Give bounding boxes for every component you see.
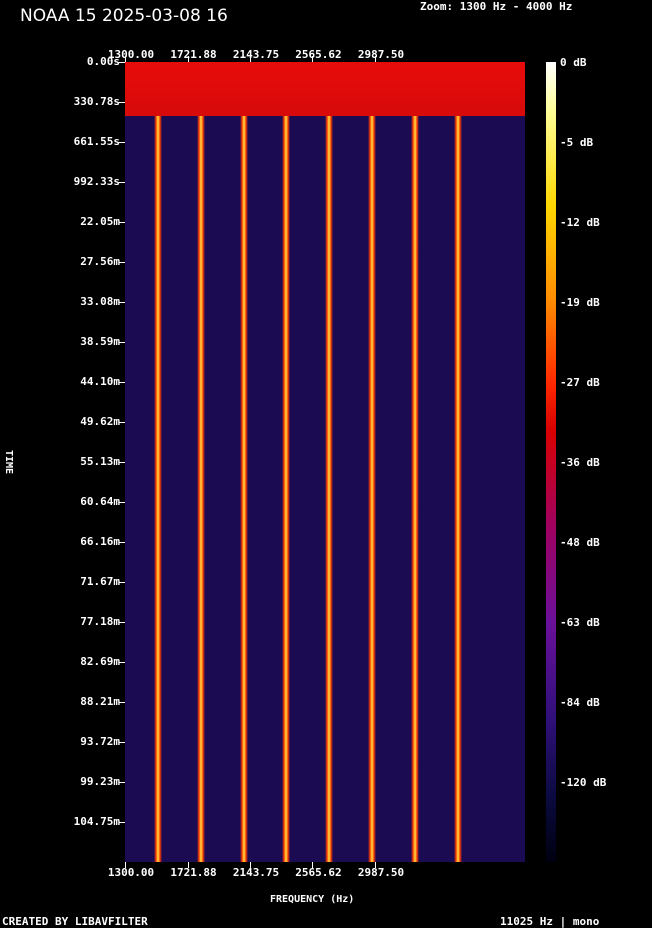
time-tick-label: 992.33s (73, 175, 120, 188)
time-tick-mark (119, 582, 125, 583)
y-axis-label: TIME (3, 450, 14, 490)
color-scale-label: -63 dB (560, 616, 600, 629)
freq-bottom-tick-label: 2987.50 (357, 866, 405, 879)
color-scale-bar (546, 62, 556, 862)
color-scale-label: -19 dB (560, 296, 600, 309)
time-tick-label: 22.05m (80, 215, 120, 228)
time-tick-mark (119, 782, 125, 783)
time-tick-label: 661.55s (73, 135, 120, 148)
time-tick-mark (119, 822, 125, 823)
time-tick-mark (119, 422, 125, 423)
tone-line (325, 116, 334, 862)
time-tick-label: 55.13m (80, 455, 120, 468)
x-axis-label: FREQUENCY (Hz) (270, 894, 355, 905)
freq-bottom-tick-label: 1300.00 (107, 866, 155, 879)
time-tick-mark (119, 182, 125, 183)
footer-credit: CREATED BY LIBAVFILTER (2, 915, 148, 928)
time-tick-mark (119, 702, 125, 703)
freq-bottom-tick-label: 2143.75 (232, 866, 280, 879)
freq-top-tick-label: 2565.62 (295, 48, 342, 61)
window-title: NOAA 15 2025-03-08 16 (20, 6, 228, 26)
time-tick-label: 93.72m (80, 735, 120, 748)
freq-bottom-tick-mark (125, 862, 126, 868)
time-tick-label: 66.16m (80, 535, 120, 548)
time-tick-mark (119, 382, 125, 383)
footer-sample-rate: 11025 Hz | mono (500, 915, 600, 928)
signal-start-band (125, 62, 525, 116)
color-scale-label: -36 dB (560, 456, 600, 469)
time-tick-mark (119, 622, 125, 623)
color-scale-label: -12 dB (560, 216, 600, 229)
freq-bottom-tick-label: 1721.88 (170, 866, 217, 879)
freq-top-tick-mark (375, 56, 376, 62)
freq-top-tick-mark (250, 56, 251, 62)
time-tick-label: 82.69m (80, 655, 120, 668)
color-scale-label: 0 dB (560, 56, 587, 69)
freq-bottom-tick-mark (187, 862, 189, 868)
time-tick-label: 99.23m (80, 775, 120, 788)
time-tick-label: 33.08m (80, 295, 120, 308)
time-tick-label: 38.59m (80, 335, 120, 348)
freq-bottom-tick-mark (375, 862, 376, 868)
freq-top-tick-mark (125, 56, 126, 62)
time-tick-mark (119, 662, 125, 663)
freq-top-tick-label: 1300.00 (107, 48, 155, 61)
time-tick-label: 330.78s (73, 95, 120, 108)
freq-top-tick-mark (312, 56, 314, 62)
freq-top-tick-label: 2143.75 (232, 48, 280, 61)
tone-line (153, 116, 162, 862)
time-tick-mark (119, 222, 125, 223)
freq-top-tick-label: 2987.50 (357, 48, 405, 61)
time-tick-label: 71.67m (80, 575, 120, 588)
time-tick-label: 104.75m (73, 815, 120, 828)
time-tick-mark (119, 302, 125, 303)
zoom-range: Zoom: 1300 Hz - 4000 Hz (420, 0, 573, 13)
time-tick-label: 77.18m (80, 615, 120, 628)
time-tick-label: 0.00s (86, 55, 120, 68)
spectrogram-plot (125, 62, 525, 862)
time-tick-mark (119, 462, 125, 463)
tone-line (454, 116, 463, 862)
tone-line (368, 116, 377, 862)
color-scale-label: -120 dB (560, 776, 607, 789)
y-axis-label-text: TIME (3, 450, 14, 475)
color-scale-label: -5 dB (560, 136, 594, 149)
freq-top-tick-mark (187, 56, 189, 62)
freq-bottom-tick-mark (312, 862, 314, 868)
time-tick-label: 44.10m (80, 375, 120, 388)
time-tick-mark (119, 262, 125, 263)
tone-line (239, 116, 248, 862)
freq-bottom-tick-mark (250, 862, 251, 868)
color-scale-label: -84 dB (560, 696, 600, 709)
freq-bottom-tick-label: 2565.62 (295, 866, 342, 879)
time-tick-label: 60.64m (80, 495, 120, 508)
color-scale-label: -48 dB (560, 536, 600, 549)
tone-line (411, 116, 420, 862)
time-tick-mark (119, 102, 125, 103)
time-tick-mark (119, 342, 125, 343)
time-tick-mark (119, 542, 125, 543)
time-tick-mark (119, 742, 125, 743)
time-tick-mark (119, 502, 125, 503)
time-tick-mark (119, 142, 125, 143)
time-tick-label: 49.62m (80, 415, 120, 428)
color-scale-label: -27 dB (560, 376, 600, 389)
tone-line (196, 116, 205, 862)
time-tick-mark (119, 62, 125, 63)
time-tick-label: 88.21m (80, 695, 120, 708)
time-tick-label: 27.56m (80, 255, 120, 268)
tone-line (282, 116, 291, 862)
freq-top-tick-label: 1721.88 (170, 48, 217, 61)
